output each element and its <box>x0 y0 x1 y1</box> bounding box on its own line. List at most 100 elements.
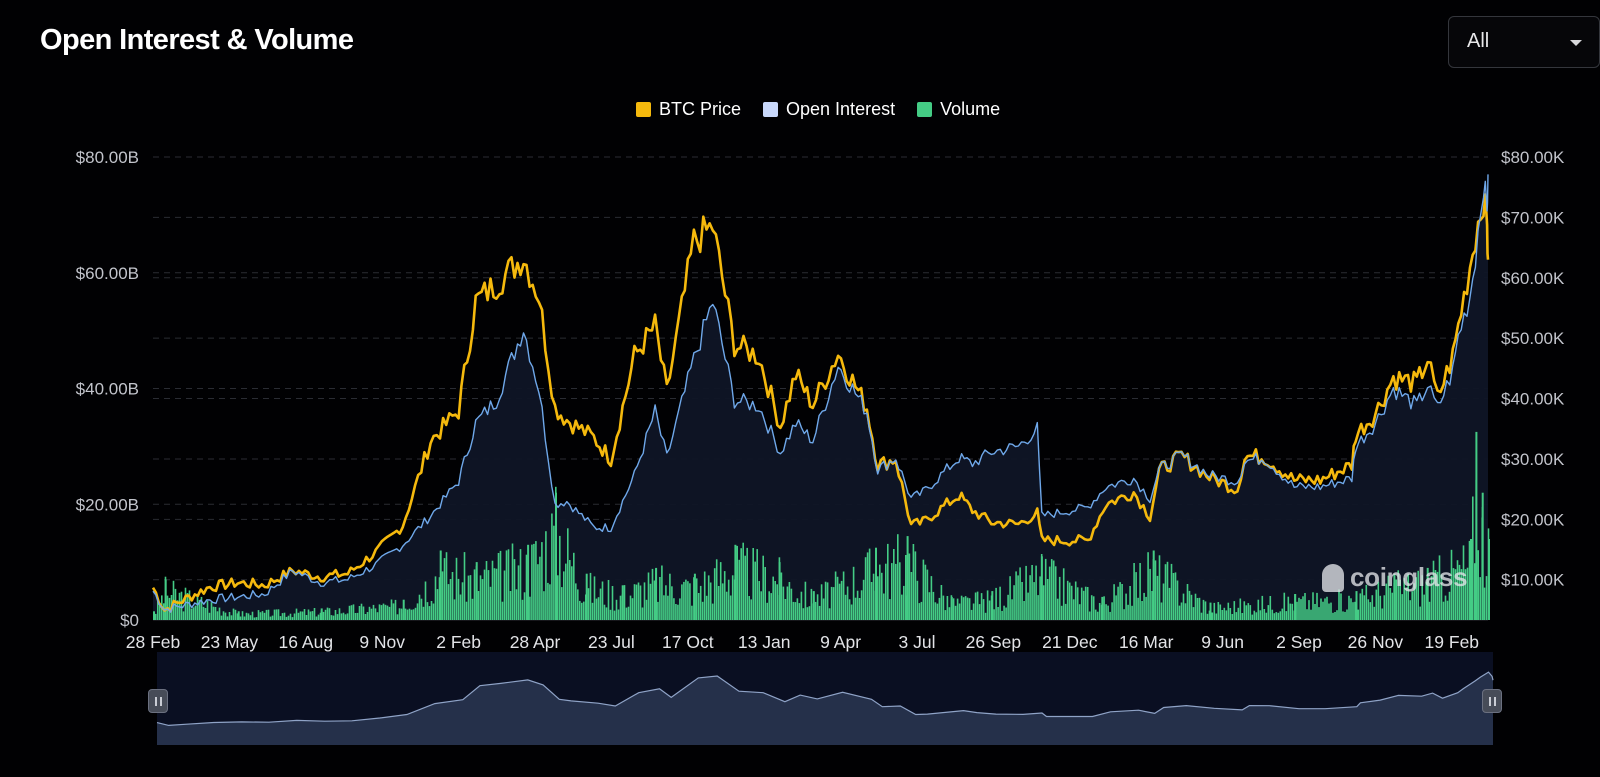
volume-bar <box>1084 586 1087 620</box>
volume-bar <box>776 584 778 620</box>
volume-bar <box>1434 570 1437 620</box>
volume-bar <box>1300 599 1302 620</box>
volume-bar <box>1281 608 1284 620</box>
volume-bar <box>1094 609 1097 620</box>
volume-bar <box>687 581 689 620</box>
volume-bar <box>1147 552 1149 620</box>
volume-bar <box>1031 565 1033 620</box>
volume-bar <box>1389 588 1392 620</box>
volume-bar <box>715 559 718 620</box>
volume-bar <box>623 585 626 620</box>
time-range-select[interactable]: All <box>1448 16 1600 68</box>
volume-bar <box>934 602 937 620</box>
legend-item-open-interest[interactable]: Open Interest <box>763 99 895 120</box>
volume-bar <box>455 557 458 620</box>
volume-bar <box>633 584 636 620</box>
volume-bar <box>788 582 791 620</box>
volume-bar <box>780 572 783 620</box>
volume-bar <box>639 585 642 620</box>
volume-bar <box>653 580 656 620</box>
navigator-right-handle[interactable] <box>1482 689 1502 713</box>
volume-bar <box>535 541 537 620</box>
legend-item-volume[interactable]: Volume <box>917 99 1000 120</box>
volume-bar <box>275 609 278 620</box>
volume-bar <box>848 599 851 620</box>
volume-bar <box>1027 592 1029 620</box>
volume-bar <box>1052 560 1055 620</box>
volume-bar <box>760 591 762 620</box>
volume-bar <box>1296 601 1298 620</box>
x-tick-label: 26 Sep <box>966 632 1021 652</box>
volume-bar <box>1399 579 1401 620</box>
range-navigator[interactable] <box>156 652 1494 745</box>
volume-bar <box>501 601 504 620</box>
volume-bar <box>1070 585 1073 620</box>
x-tick-label: 9 Apr <box>820 632 861 652</box>
volume-bar <box>1271 609 1274 620</box>
volume-bar <box>206 600 209 620</box>
volume-bar <box>740 548 742 620</box>
volume-bar <box>842 571 845 620</box>
volume-bar <box>519 549 522 620</box>
volume-bar <box>991 591 994 620</box>
volume-bar <box>1092 596 1095 620</box>
volume-bar <box>641 607 644 620</box>
volume-bar <box>1318 607 1320 620</box>
volume-bar <box>804 581 807 620</box>
volume-bar <box>1308 600 1310 620</box>
volume-bar <box>249 615 252 620</box>
y-axis-left: $0 $20.00B $40.00B $60.00B $80.00B <box>76 148 139 630</box>
navigator-left-handle[interactable] <box>148 689 168 713</box>
volume-bar <box>352 604 355 620</box>
volume-bar <box>1442 601 1445 620</box>
volume-bar <box>1259 610 1262 620</box>
volume-bar <box>928 592 931 620</box>
volume-bar <box>505 550 508 620</box>
volume-bar <box>858 598 861 620</box>
volume-bar <box>1466 567 1469 620</box>
volume-bar <box>1298 597 1300 620</box>
volume-bar <box>1082 590 1085 620</box>
volume-bar <box>826 582 829 620</box>
volume-bar <box>738 559 740 620</box>
volume-bar <box>1160 602 1163 620</box>
volume-bar <box>750 599 752 620</box>
volume-bar <box>968 598 971 620</box>
volume-bar <box>1330 602 1332 620</box>
volume-bar <box>1196 598 1199 620</box>
volume-bar <box>768 591 770 620</box>
volume-bar <box>1385 583 1388 620</box>
volume-bar <box>808 606 811 620</box>
volume-bar <box>212 606 215 620</box>
volume-bar <box>1192 607 1195 620</box>
volume-bar <box>709 582 712 620</box>
volume-bar <box>561 587 563 620</box>
volume-bar <box>1162 583 1165 620</box>
volume-bar <box>182 611 185 620</box>
volume-bar <box>477 591 480 620</box>
volume-bar <box>774 581 776 620</box>
volume-bar <box>277 609 280 620</box>
volume-bar <box>291 617 294 620</box>
volume-bar <box>784 599 787 620</box>
volume-bar <box>1105 604 1107 620</box>
volume-bar <box>545 531 547 620</box>
volume-bar <box>340 613 343 620</box>
volume-bar <box>1117 586 1119 620</box>
volume-bar <box>386 605 389 620</box>
volume-bar <box>1078 604 1081 620</box>
volume-bar <box>946 596 949 620</box>
volume-bar <box>406 609 409 620</box>
legend-item-btc-price[interactable]: BTC Price <box>636 99 741 120</box>
volume-bar <box>906 536 909 620</box>
volume-bar <box>918 603 921 620</box>
volume-bar <box>862 579 865 620</box>
volume-bar <box>1086 587 1089 620</box>
navigator-area <box>157 672 1493 745</box>
volume-bar <box>180 591 183 620</box>
volume-bar <box>875 547 877 620</box>
volume-bar <box>285 616 288 620</box>
volume-bar <box>752 548 754 620</box>
volume-bar <box>332 615 335 620</box>
